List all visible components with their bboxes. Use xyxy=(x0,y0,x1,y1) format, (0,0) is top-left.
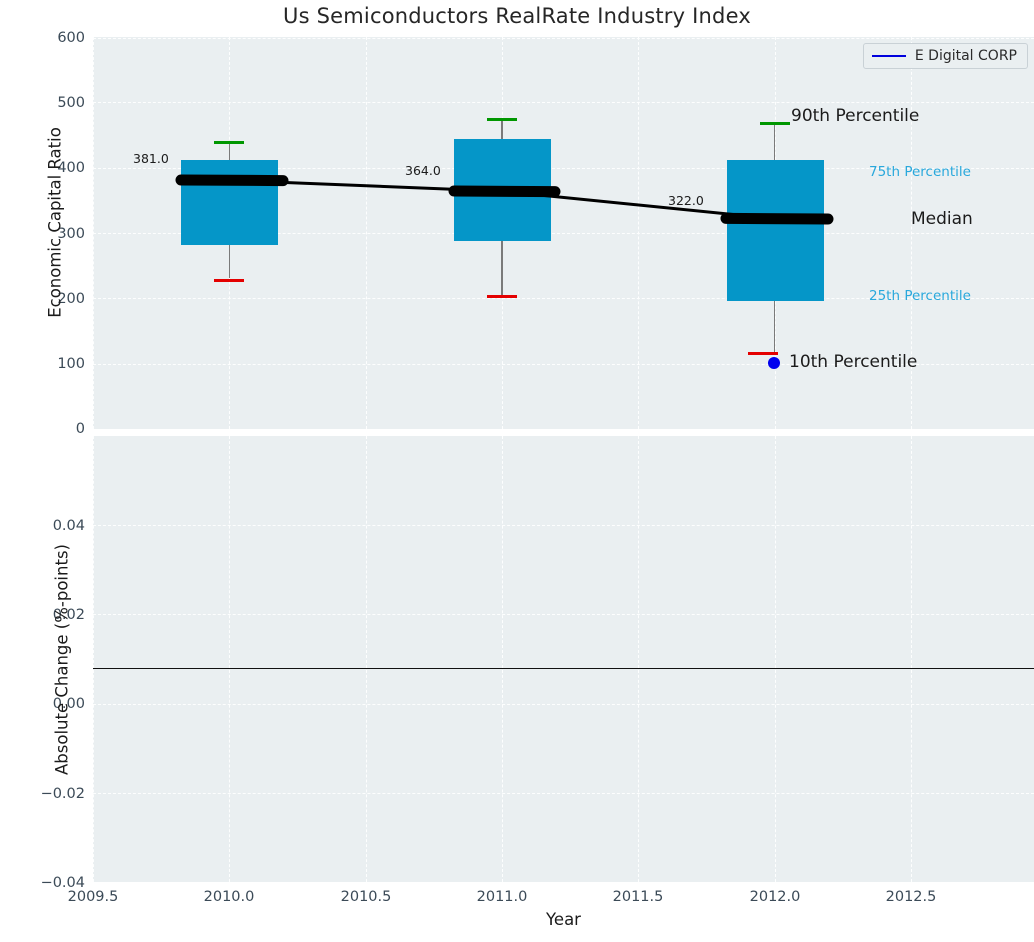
gridline-x2-2011-0 xyxy=(502,436,503,882)
gridline-y-0 xyxy=(93,428,1034,430)
ytick-100: 100 xyxy=(57,356,85,372)
xtick-2010-5: 2010.5 xyxy=(340,889,392,905)
xtick-2012-0: 2012.0 xyxy=(749,889,801,905)
gridline-x2-2010-5 xyxy=(365,436,367,882)
cap-p10-2010 xyxy=(214,279,244,282)
zero-reference-line xyxy=(93,667,1034,669)
gridline-y-0-02 xyxy=(93,614,1034,616)
gridline-y-neg-0-04 xyxy=(93,882,1034,883)
annotation-75th-percentile: 75th Percentile xyxy=(869,164,971,180)
annotation-10th-percentile: 10th Percentile xyxy=(789,352,918,372)
gridline-y-0-04 xyxy=(93,525,1034,527)
median-bar-2012 xyxy=(720,212,834,225)
median-bar-2010 xyxy=(175,174,289,187)
upper-y-axis-label: Economic Capital Ratio xyxy=(45,127,65,318)
gridline-y-neg-0-02 xyxy=(93,792,1034,794)
ytick-0-00: 0.00 xyxy=(52,696,85,712)
ytick-0-04: 0.04 xyxy=(52,518,85,534)
lower-plot-panel xyxy=(93,436,1034,883)
xtick-2010-0: 2010.0 xyxy=(203,889,255,905)
legend-label-e-digital-corp: E Digital CORP xyxy=(914,48,1017,64)
ytick-500: 500 xyxy=(57,95,85,111)
ytick-neg-0-02: −0.02 xyxy=(40,786,85,802)
gridline-x2-2010-0 xyxy=(229,436,231,882)
annotation-median: Median xyxy=(911,209,973,229)
median-value-label-2011: 364.0 xyxy=(405,163,441,178)
lower-y-axis-label: Absolute Change (%-points) xyxy=(52,544,72,775)
gridline-y-300 xyxy=(93,232,1034,234)
xtick-2011-0: 2011.0 xyxy=(476,889,528,905)
x-axis-label: Year xyxy=(546,910,581,929)
chart-title: Us Semiconductors RealRate Industry Inde… xyxy=(283,4,751,28)
gridline-y-400 xyxy=(93,167,1034,169)
cap-p10-2011 xyxy=(487,295,517,298)
cap-p90-2011 xyxy=(487,118,517,121)
box-2010 xyxy=(181,160,278,245)
ytick-0-02: 0.02 xyxy=(52,607,85,623)
ytick-600: 600 xyxy=(57,30,85,46)
median-value-label-2010: 381.0 xyxy=(133,151,169,166)
gridline-x-2010-5 xyxy=(365,37,367,429)
xtick-2009-5: 2009.5 xyxy=(67,889,119,905)
gridline-x-2011-5 xyxy=(638,37,640,429)
gridline-y-500 xyxy=(93,102,1034,104)
gridline-x2-2012-0 xyxy=(774,436,776,882)
legend[interactable]: E Digital CORP xyxy=(862,43,1028,69)
gridline-y-0-00 xyxy=(93,703,1034,705)
cap-p90-2010 xyxy=(214,141,244,144)
gridline-x2-2009-5 xyxy=(93,436,94,882)
cap-p90-2012 xyxy=(760,122,790,125)
gridline-x2-2012-5 xyxy=(911,436,913,882)
gridline-x-2009-5 xyxy=(93,37,94,429)
gridline-x2-2011-5 xyxy=(638,436,640,882)
ytick-200: 200 xyxy=(57,291,85,307)
cap-p10-2012 xyxy=(748,352,778,355)
gridline-y-100 xyxy=(93,363,1034,365)
ytick-300: 300 xyxy=(57,226,85,242)
median-value-label-2012: 322.0 xyxy=(668,193,704,208)
ytick-0: 0 xyxy=(75,421,85,437)
e-digital-corp-marker[interactable] xyxy=(768,357,780,369)
ytick-400: 400 xyxy=(57,160,85,176)
gridline-y-200 xyxy=(93,298,1034,300)
xtick-2011-5: 2011.5 xyxy=(612,889,664,905)
median-trend-overlay xyxy=(175,174,834,225)
annotation-25th-percentile: 25th Percentile xyxy=(869,288,971,304)
box-2012 xyxy=(727,160,824,301)
median-bar-2011 xyxy=(448,185,561,198)
gridline-y-600 xyxy=(93,37,1034,39)
xtick-2012-5: 2012.5 xyxy=(885,889,937,905)
legend-line-icon xyxy=(871,55,906,57)
gridline-x-2012-5 xyxy=(911,37,913,429)
ytick-neg-0-04: −0.04 xyxy=(40,875,85,891)
annotation-90th-percentile: 90th Percentile xyxy=(791,106,920,126)
